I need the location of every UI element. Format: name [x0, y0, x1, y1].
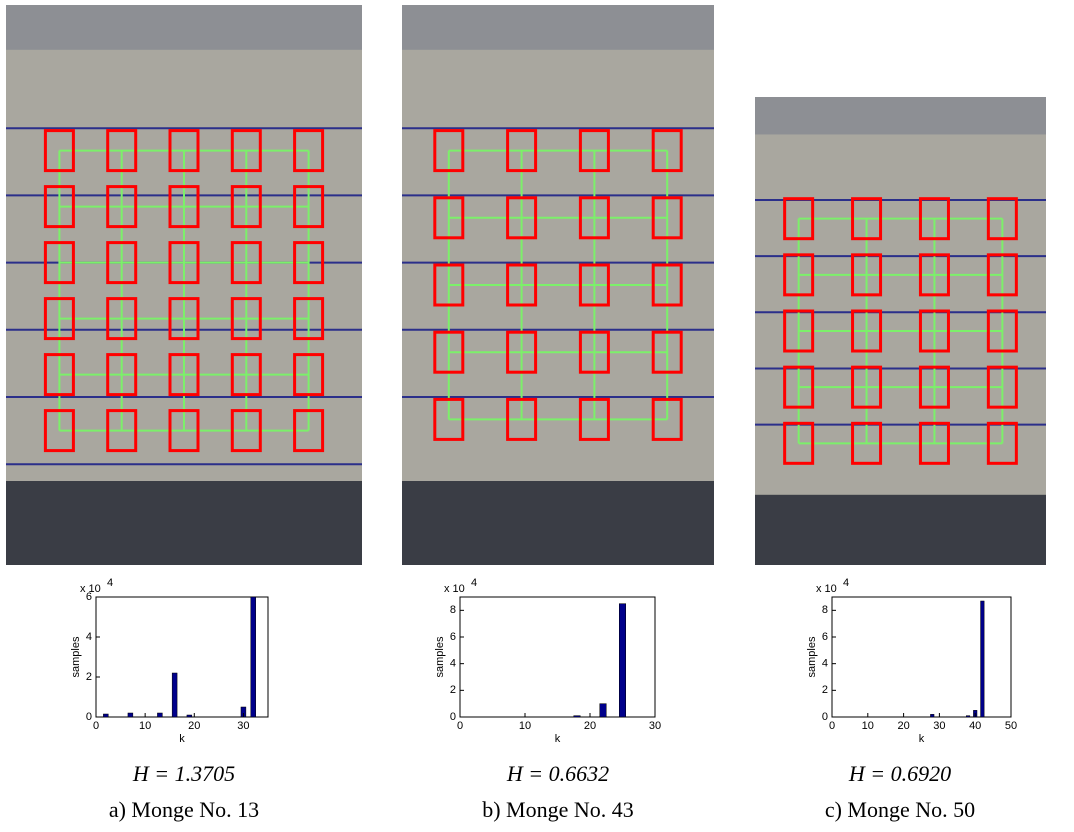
figure-canvas: 01020300246ksamplesx 104H = 1.3705a) Mon… [0, 0, 1074, 832]
x-tick-label: 0 [93, 720, 99, 732]
x-tick-label: 20 [188, 720, 200, 732]
bar [619, 604, 626, 717]
bar [981, 601, 985, 717]
y-tick-label: 0 [450, 711, 456, 723]
y-tick-label: 2 [822, 684, 828, 696]
y-tick-label: 8 [450, 604, 456, 616]
x-tick-label: 0 [457, 720, 463, 732]
scale-exponent: 4 [843, 577, 849, 589]
y-axis-label: samples [806, 636, 818, 677]
bar [103, 714, 108, 717]
x-tick-label: 0 [829, 720, 835, 732]
x-tick-label: 10 [862, 720, 874, 732]
entropy-caption: H = 1.3705 [132, 761, 235, 786]
bar [251, 597, 256, 717]
bar [187, 715, 192, 717]
bar [966, 716, 970, 717]
y-axis-label: samples [434, 636, 446, 677]
sky [402, 5, 714, 50]
y-tick-label: 8 [822, 604, 828, 616]
x-tick-label: 10 [519, 720, 531, 732]
bar [600, 704, 607, 717]
scale-label: x 10 [816, 583, 837, 595]
panel-caption: a) Monge No. 13 [109, 797, 259, 822]
histogram: 0 10 20 30 40 50 0 2 4 6 8 k samples x 10 4 [806, 577, 1017, 745]
entropy-caption: H = 0.6920 [848, 761, 951, 786]
scale-label: x 10 [444, 583, 465, 595]
x-tick-label: 20 [584, 720, 596, 732]
bar [574, 716, 581, 717]
y-tick-label: 4 [822, 658, 828, 670]
y-tick-label: 4 [450, 658, 456, 670]
x-tick-label: 20 [897, 720, 909, 732]
x-axis-label: k [555, 733, 561, 745]
bar [172, 673, 177, 717]
panel-caption: c) Monge No. 50 [825, 797, 975, 822]
bar [128, 713, 133, 717]
sky [755, 97, 1046, 134]
y-axis-label: samples [70, 636, 82, 677]
y-tick-label: 4 [86, 631, 92, 643]
y-tick-label: 0 [86, 711, 92, 723]
street [402, 481, 714, 565]
y-tick-label: 6 [450, 631, 456, 643]
y-tick-label: 2 [450, 684, 456, 696]
street [755, 495, 1046, 565]
scale-exponent: 4 [107, 577, 113, 589]
x-tick-label: 50 [1005, 720, 1017, 732]
x-tick-label: 10 [139, 720, 151, 732]
plot-area [96, 597, 268, 717]
panel-caption: b) Monge No. 43 [482, 797, 634, 822]
x-tick-label: 30 [649, 720, 661, 732]
histogram: 0 10 20 30 0 2 4 6 8 k samples x 10 4 [434, 577, 661, 745]
y-tick-label: 6 [822, 631, 828, 643]
x-axis-label: k [179, 733, 185, 745]
sky [6, 5, 362, 50]
bar [930, 714, 934, 717]
street [6, 481, 362, 565]
x-tick-label: 30 [237, 720, 249, 732]
bar [157, 713, 162, 717]
x-axis-label: k [919, 733, 925, 745]
entropy-caption: H = 0.6632 [506, 761, 609, 786]
scale-exponent: 4 [471, 577, 477, 589]
scale-label: x 10 [80, 583, 101, 595]
x-tick-label: 40 [969, 720, 981, 732]
x-tick-label: 30 [933, 720, 945, 732]
y-tick-label: 0 [822, 711, 828, 723]
y-tick-label: 2 [86, 671, 92, 683]
figure: 01020300246ksamplesx 104H = 1.3705a) Mon… [0, 0, 1074, 832]
